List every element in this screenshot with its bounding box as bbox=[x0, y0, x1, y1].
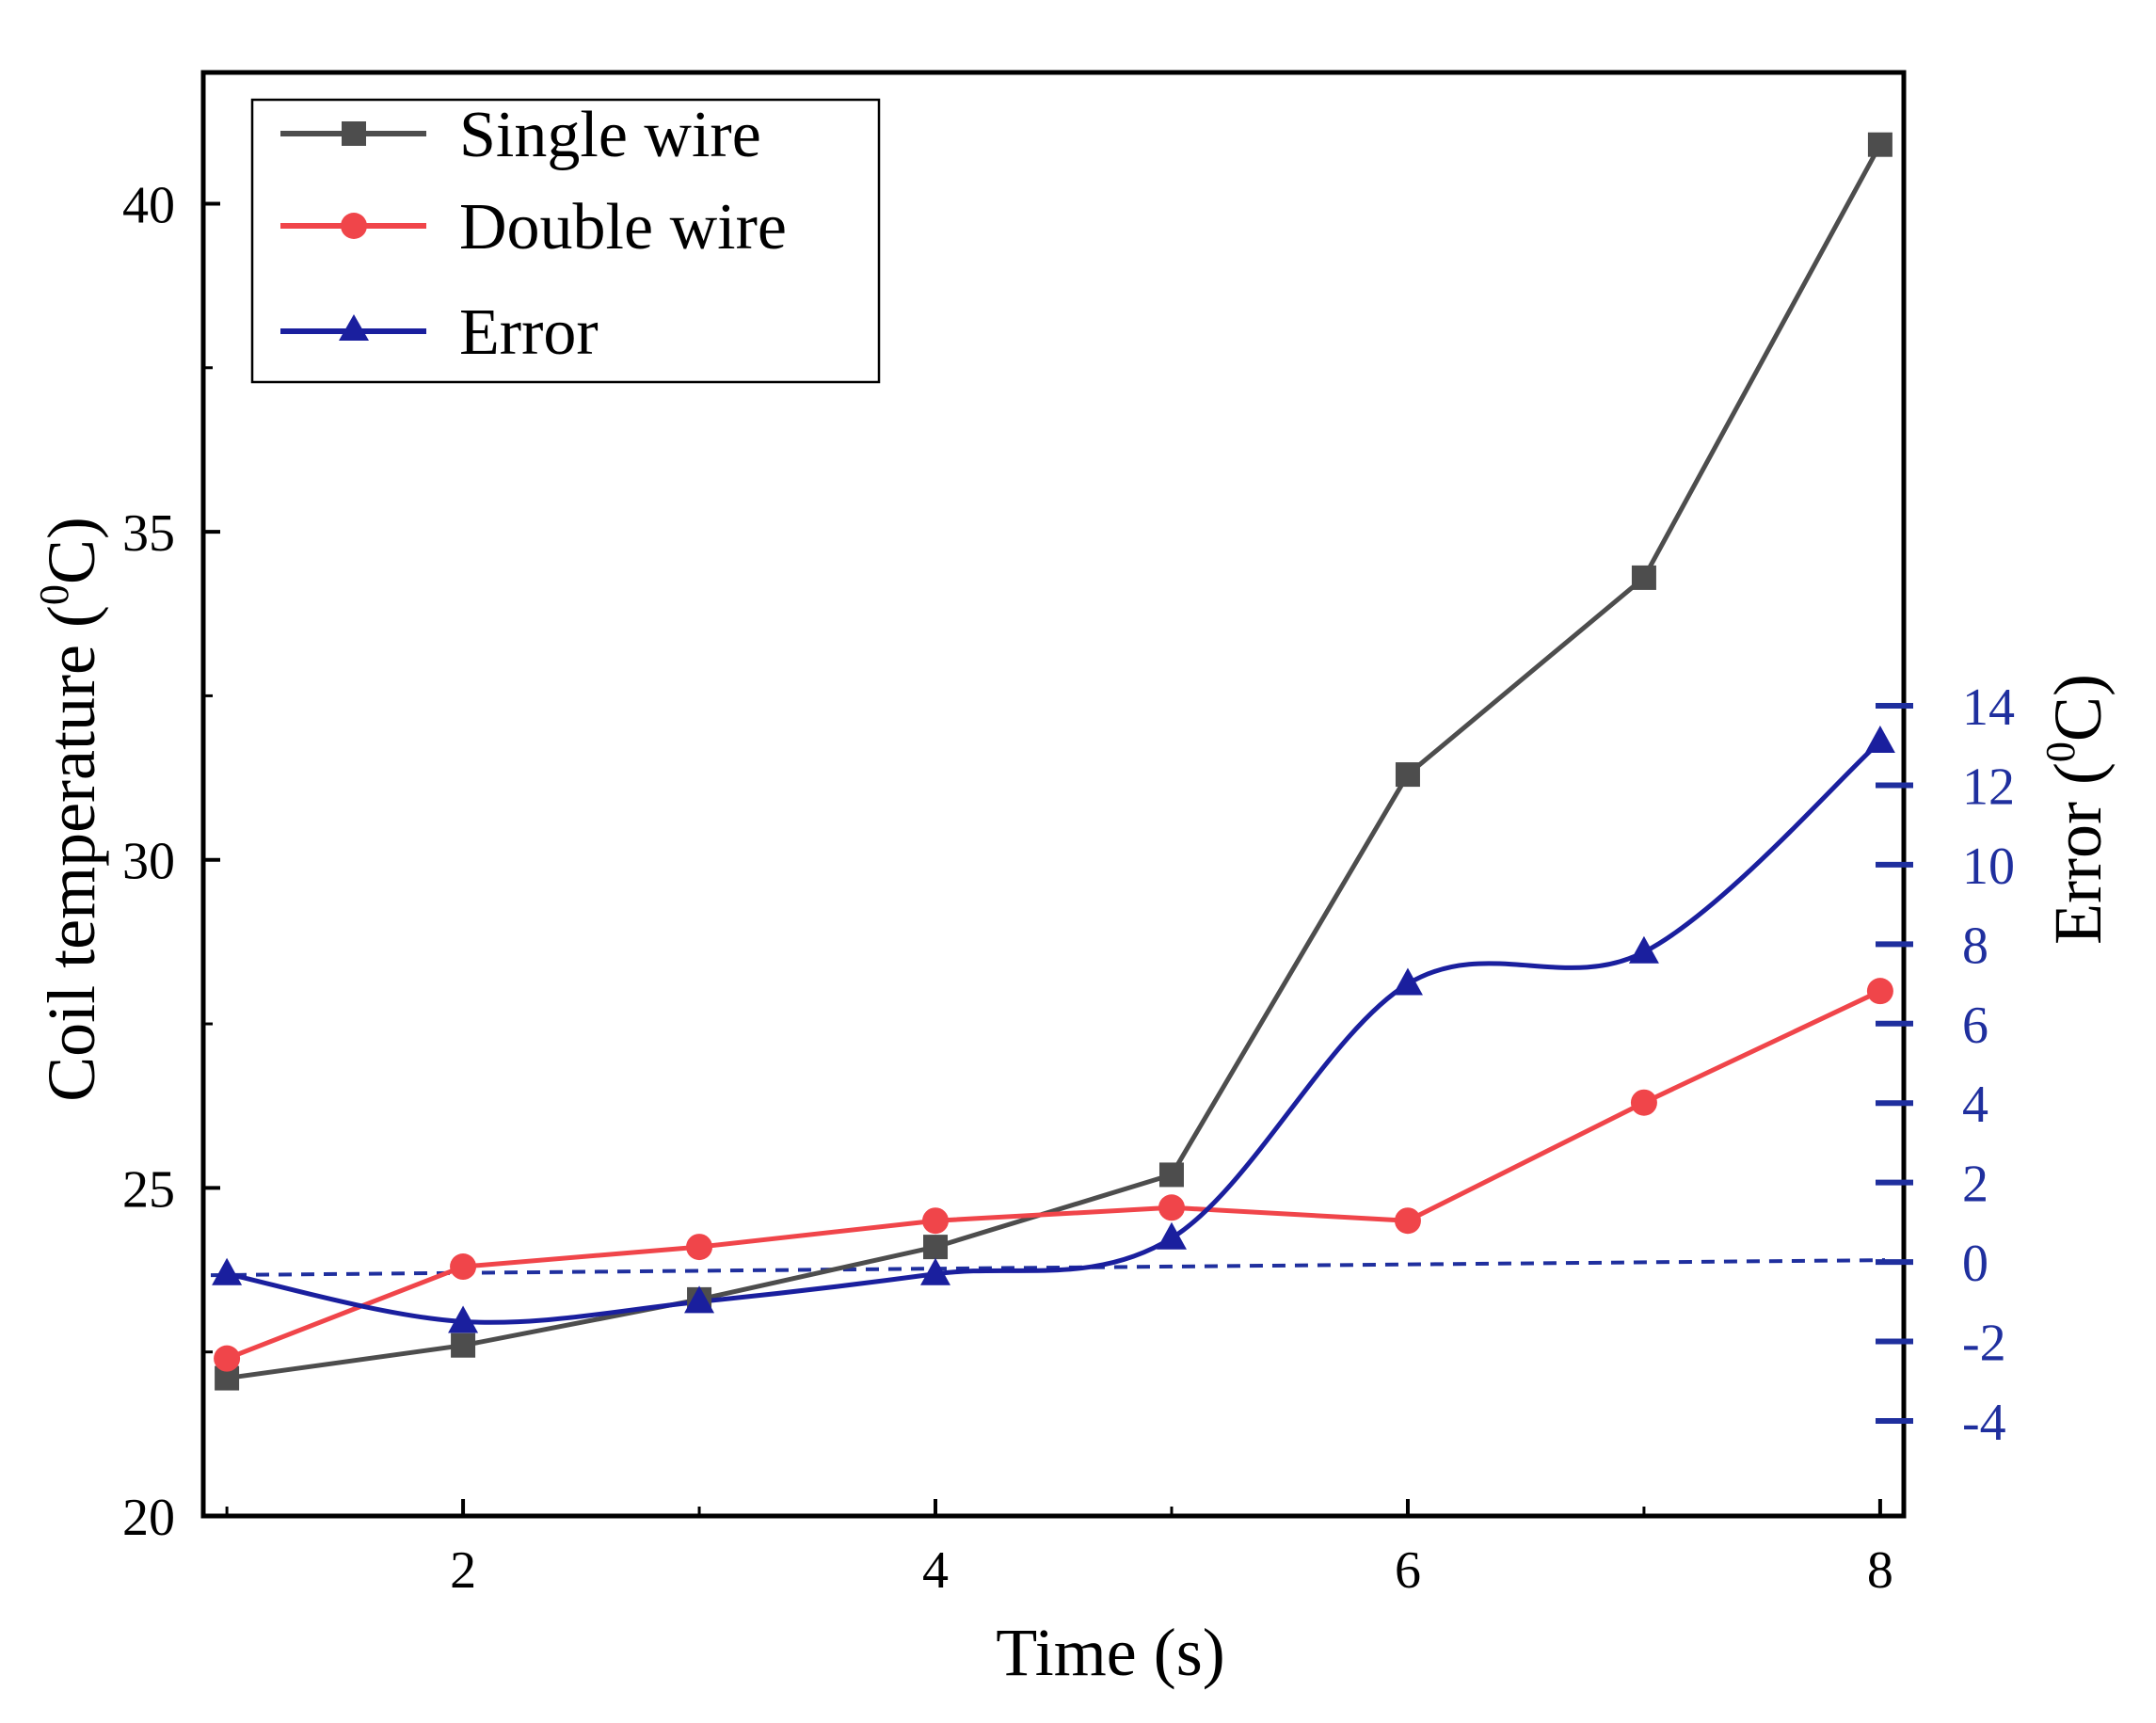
point-double-wire bbox=[922, 1207, 950, 1235]
point-single-wire bbox=[1631, 565, 1656, 590]
y-right-label-sup: 0 bbox=[2037, 742, 2084, 762]
zero-reference-line bbox=[210, 1258, 1886, 1278]
y-left-label-main: Coil temperature ( bbox=[34, 605, 109, 1102]
plot-frame bbox=[200, 70, 1907, 1519]
point-double-wire bbox=[1394, 1207, 1421, 1235]
y-axis-left-label: Coil temperature (0C) bbox=[31, 517, 109, 1102]
point-double-wire bbox=[1866, 978, 1893, 1005]
legend-marker-triangle bbox=[339, 314, 369, 341]
point-error bbox=[920, 1257, 951, 1285]
legend-item-single-wire: Single wire bbox=[280, 99, 761, 171]
point-double-wire bbox=[686, 1234, 713, 1261]
y-left-tick-label: 20 bbox=[122, 1489, 175, 1547]
point-error bbox=[1156, 1221, 1187, 1250]
zero-reference-layer bbox=[210, 1258, 1886, 1278]
point-error bbox=[1864, 726, 1895, 753]
point-single-wire bbox=[451, 1332, 476, 1358]
legend-marker-circle bbox=[341, 213, 367, 239]
legend-item-error: Error bbox=[280, 296, 599, 369]
y-right-tick-label: 8 bbox=[1962, 917, 1988, 975]
point-error bbox=[212, 1257, 243, 1285]
y-right-tick-label: 0 bbox=[1962, 1235, 1988, 1293]
series-line-double-wire bbox=[226, 988, 1881, 1361]
x-tick-label: 2 bbox=[450, 1541, 476, 1600]
point-double-wire bbox=[214, 1345, 241, 1372]
marker-layer bbox=[212, 132, 1895, 1391]
y-right-tick-label: 6 bbox=[1962, 997, 1988, 1055]
series-line-single-wire bbox=[226, 143, 1883, 1381]
x-axis-label: Time (s) bbox=[996, 1615, 1224, 1690]
y-right-tick-label: 2 bbox=[1962, 1156, 1988, 1214]
y-axis-right-label: Error (0C) bbox=[2037, 674, 2116, 945]
point-double-wire bbox=[450, 1253, 477, 1281]
axes-layer: 2 4 6 8 20 25 30 35 40 -4 -2 0 2 4 6 8 10 12 14 bbox=[122, 176, 2015, 1600]
y-right-tick-label: 12 bbox=[1962, 758, 2015, 816]
point-single-wire bbox=[1158, 1162, 1184, 1188]
y-right-tick-label: 4 bbox=[1962, 1076, 1988, 1134]
point-single-wire bbox=[1867, 132, 1892, 157]
y-right-tick-label: -4 bbox=[1962, 1394, 2006, 1452]
y-right-label-unit: C) bbox=[2040, 674, 2116, 742]
point-error bbox=[448, 1305, 479, 1333]
y-right-tick-label: 14 bbox=[1962, 678, 2015, 737]
legend-label-error: Error bbox=[459, 296, 599, 369]
y-left-label-unit: C) bbox=[34, 517, 109, 584]
point-error bbox=[1392, 967, 1423, 996]
legend-label-single-wire: Single wire bbox=[459, 99, 761, 171]
point-error bbox=[684, 1285, 715, 1314]
y-right-label-main: Error ( bbox=[2040, 762, 2116, 945]
point-single-wire bbox=[1395, 762, 1420, 788]
point-single-wire bbox=[923, 1235, 949, 1260]
point-error bbox=[1628, 935, 1659, 964]
x-tick-label: 8 bbox=[1867, 1541, 1893, 1600]
legend-marker-square bbox=[342, 121, 366, 146]
y-left-label-sup: 0 bbox=[31, 584, 77, 605]
y-left-tick-label: 30 bbox=[122, 833, 175, 891]
point-double-wire bbox=[1158, 1194, 1185, 1221]
y-right-tick-label: 10 bbox=[1962, 838, 2015, 896]
y-right-tick-label: -2 bbox=[1962, 1315, 2006, 1373]
legend-label-double-wire: Double wire bbox=[459, 191, 787, 263]
x-tick-label: 6 bbox=[1395, 1541, 1421, 1600]
legend: Single wire Double wire Error bbox=[250, 98, 881, 384]
y-left-tick-label: 35 bbox=[122, 504, 175, 563]
point-double-wire bbox=[1630, 1089, 1657, 1116]
y-left-tick-label: 25 bbox=[122, 1160, 175, 1219]
x-tick-label: 4 bbox=[922, 1541, 949, 1600]
y-left-tick-label: 40 bbox=[122, 176, 175, 234]
legend-item-double-wire: Double wire bbox=[280, 191, 787, 263]
